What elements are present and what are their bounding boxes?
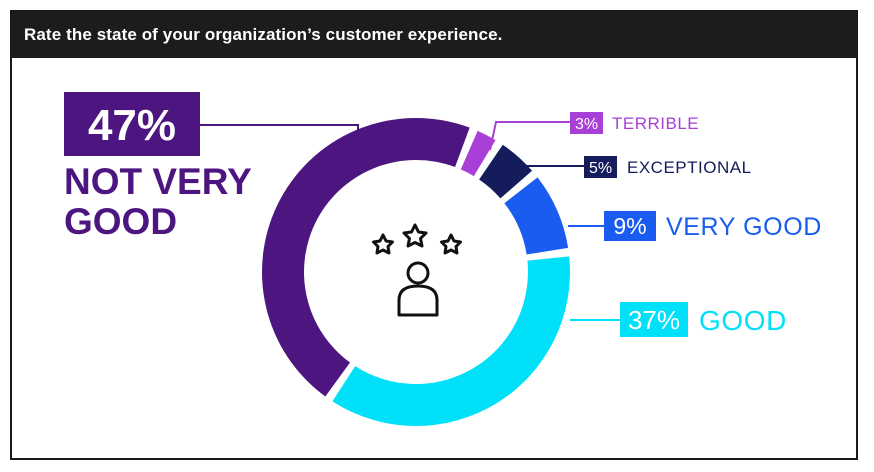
very-good-value-label: 9% [613,213,646,239]
very-good-category-label: VERY GOOD [666,213,822,241]
slice-not-very-good [262,118,470,397]
leader-line-terrible [489,121,570,151]
slice-very-good [504,177,569,255]
not-very-good-value-box [64,92,200,156]
donut-slices [262,118,570,426]
good-value-label: 37% [628,305,680,335]
leader-line-exceptional [517,165,584,177]
customer-rating-stars-icon [372,223,462,317]
leader-line-not-very-good [200,124,359,142]
very-good-value-box [604,211,656,241]
title-bar: Rate the state of your organization’s cu… [12,12,856,58]
slice-exceptional [479,144,533,199]
exceptional-value-label: 5% [589,160,612,177]
exceptional-category-label: EXCEPTIONAL [627,158,752,177]
slice-terrible [460,130,496,177]
good-value-box [620,302,688,337]
exceptional-value-box [584,156,617,178]
good-category-label: GOOD [699,305,787,336]
leader-lines [200,121,620,321]
terrible-category-label: TERRIBLE [612,114,699,133]
terrible-value-box [570,112,603,134]
not-very-good-category-label: NOT VERY GOOD [64,161,252,242]
terrible-value-label: 3% [575,116,598,133]
chart-title: Rate the state of your organization’s cu… [24,25,503,44]
slice-good [332,256,570,426]
not-very-good-value-label: 47% [88,101,176,150]
